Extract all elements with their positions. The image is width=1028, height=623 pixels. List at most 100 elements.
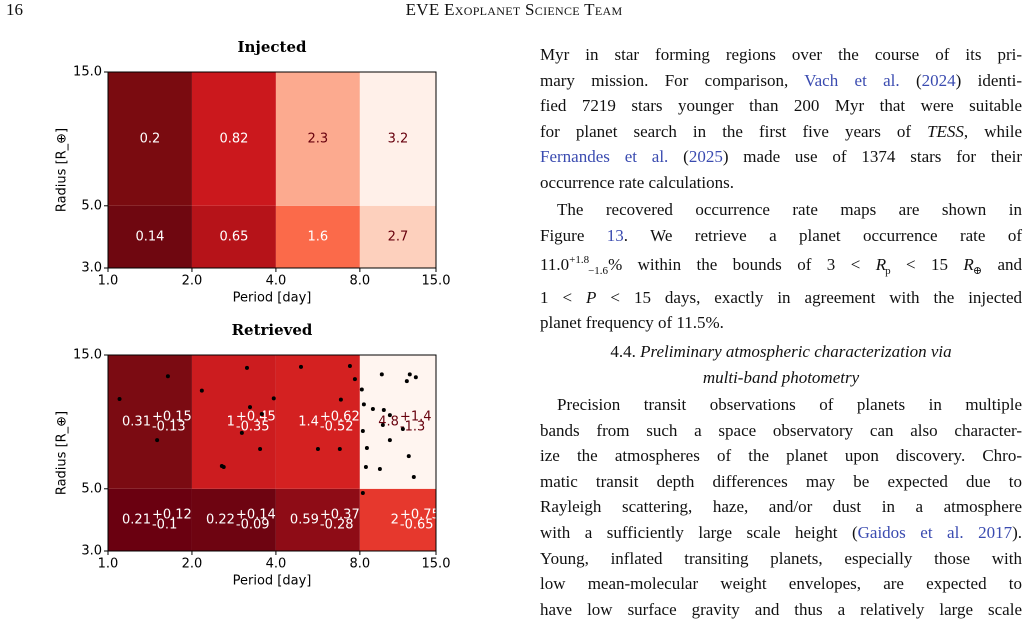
citation-link[interactable]: Fernandes et al. <box>540 147 669 167</box>
y-tick-label: 15.0 <box>73 65 102 80</box>
heatmap-cell <box>275 72 360 206</box>
text-run: multi-band photometry <box>702 367 860 387</box>
cell-error-lower: -0.1 <box>152 517 177 532</box>
y-tick-label: 5.0 <box>81 481 102 496</box>
heatmap-cell <box>275 488 360 551</box>
y-axis-label: Radius [R_⊕] <box>55 128 70 212</box>
scatter-point <box>338 397 343 402</box>
text-line: fied 7219 stars younger than 200 Myr tha… <box>540 93 1022 119</box>
scatter-point <box>360 491 365 496</box>
text-run: with a sufficiently large scale height ( <box>540 522 858 542</box>
text-run: −1.6 <box>588 265 609 278</box>
heatmap-cell <box>359 72 436 206</box>
scatter-point <box>258 447 263 452</box>
y-tick-label: 3.0 <box>81 544 102 559</box>
cell-value-label: 0.31 <box>122 414 151 429</box>
scatter-point <box>271 396 276 401</box>
scatter-point <box>363 464 368 469</box>
cell-value-label: 0.21 <box>122 512 151 527</box>
heatmap-cell <box>359 205 436 268</box>
text-line: Myr in star forming regions over the cou… <box>540 42 1022 68</box>
text-line: multi-band photometry <box>540 365 1022 391</box>
scatter-point <box>352 377 357 382</box>
text-line: Rayleigh scattering, haze, and/or dust i… <box>540 494 1022 520</box>
heatmap-cell <box>275 355 360 489</box>
text-line: bands from such a space observatory can … <box>540 418 1022 444</box>
x-tick-label: 8.0 <box>350 274 371 289</box>
cell-error-upper: +0.37 <box>320 507 360 522</box>
text-run: low mean-molecular weight envelopes, are… <box>540 574 1022 594</box>
scatter-point <box>360 428 365 433</box>
scatter-point <box>404 379 409 384</box>
x-tick-label: 2.0 <box>182 274 203 289</box>
citation-link[interactable]: 2025 <box>688 147 723 167</box>
scatter-point <box>364 445 369 450</box>
heatmap-cell <box>191 205 276 268</box>
x-tick-label: 4.0 <box>266 557 287 572</box>
chart-title: Retrieved <box>232 321 313 339</box>
scatter-point <box>315 447 320 452</box>
scatter-point <box>117 397 122 402</box>
text-run: ) identi- <box>955 70 1022 90</box>
citation-link[interactable]: Gaidos et al. 2017 <box>857 522 1013 542</box>
text-run: ( <box>668 147 689 167</box>
text-run: . We retrieve a planet occurrence rate o… <box>623 225 1022 245</box>
chart-title: Injected <box>238 38 307 56</box>
citation-link[interactable]: 13 <box>606 225 624 245</box>
cell-value-label: 2 <box>391 512 399 527</box>
cell-error-upper: +0.15 <box>152 409 192 424</box>
page-number: 16 <box>6 0 23 19</box>
plot-frame <box>107 71 437 269</box>
scatter-point <box>239 430 244 435</box>
text-run: ize the atmospheres of the planet upon d… <box>540 446 1022 466</box>
cell-error-lower: -0.35 <box>236 419 270 434</box>
cell-error-upper: +1.4 <box>400 409 432 424</box>
text-run: < 15 days, exactly in agreement with the… <box>596 287 1023 307</box>
cell-error-lower: -0.28 <box>320 517 354 532</box>
cell-error-lower: -0.65 <box>400 517 434 532</box>
text-run: P <box>586 287 597 307</box>
text-line: 11.0+1.8−1.6% within the bounds of 3 < R… <box>540 248 1022 285</box>
text-run: planet frequency of 11.5%. <box>540 313 724 333</box>
section-heading: 4.4. Preliminary atmospheric characteriz… <box>540 339 1022 390</box>
scatter-point <box>347 364 352 369</box>
scatter-point <box>380 423 385 428</box>
text-line: with a sufficiently large scale height (… <box>540 520 1022 546</box>
scatter-point <box>361 402 366 407</box>
x-tick-label: 4.0 <box>266 274 287 289</box>
text-run: +1.8 <box>569 254 590 267</box>
text-line: ize the atmospheres of the planet upon d… <box>540 443 1022 469</box>
text-run: R <box>875 255 887 275</box>
cell-error-lower: -0.13 <box>152 419 186 434</box>
text-run: fied 7219 stars younger than 200 Myr tha… <box>540 96 1022 116</box>
text-run: occurrence rate calculations. <box>540 172 734 192</box>
cell-value-label: 0.82 <box>219 131 248 146</box>
paragraph: Precision transit observations of planet… <box>540 392 1022 623</box>
paragraph: The recovered occurrence rate maps are s… <box>540 197 1022 336</box>
text-line: low mean-molecular weight envelopes, are… <box>540 571 1022 597</box>
citation-link[interactable]: Vach et al. <box>804 70 900 90</box>
cell-value-label: 0.2 <box>140 131 161 146</box>
text-run: 4.4. <box>610 342 641 361</box>
scatter-point <box>400 426 405 431</box>
text-run: ( <box>899 70 922 90</box>
scatter-point <box>248 405 253 410</box>
cell-value-label: 2.3 <box>308 131 329 146</box>
text-line: Figure 13. We retrieve a planet occurren… <box>540 223 1022 249</box>
scatter-point <box>259 412 264 417</box>
text-run: mary mission. For comparison, <box>540 70 805 90</box>
scatter-point <box>379 372 384 377</box>
cell-error-lower: -0.09 <box>236 517 270 532</box>
cell-value-label: 2.7 <box>388 229 409 244</box>
heatmap-cell <box>108 488 192 551</box>
text-line: occurrence rate calculations. <box>540 170 1022 196</box>
scatter-point <box>359 387 364 392</box>
text-line: Precision transit observations of planet… <box>540 392 1022 418</box>
text-run: ). <box>1012 522 1022 542</box>
citation-link[interactable]: 2024 <box>921 70 956 90</box>
text-run: p <box>885 265 891 278</box>
text-run: < 15 <box>890 255 964 275</box>
x-axis-label: Period [day] <box>233 574 312 589</box>
cell-value-label: 0.65 <box>219 229 248 244</box>
